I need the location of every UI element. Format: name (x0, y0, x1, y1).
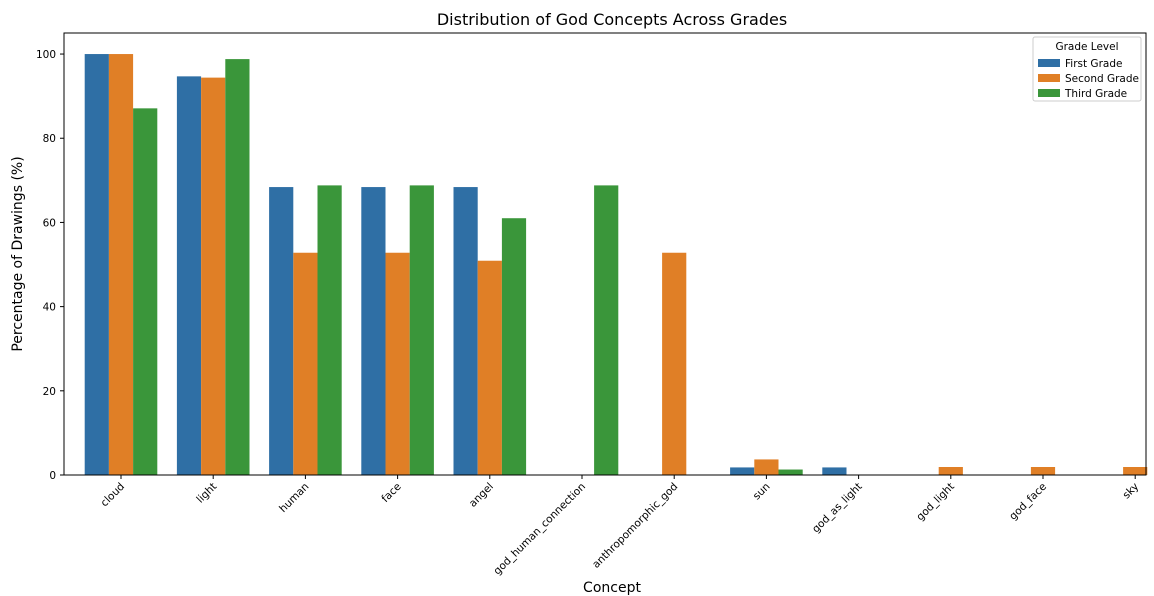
bar-sun-second-grade (754, 459, 779, 475)
x-axis-label: Concept (583, 580, 641, 596)
legend-swatch-second-grade (1038, 74, 1060, 82)
x-axis: cloud light human face angelgod_human_connec… (99, 475, 1142, 578)
x-tick-label: angel (467, 481, 496, 510)
x-tick-label: cloud (99, 481, 128, 510)
x-tick-label: sun (751, 481, 773, 503)
legend-title: Grade Level (1055, 41, 1118, 53)
bar-god_face-second-grade (1030, 467, 1056, 475)
bar-face-first-grade (361, 187, 386, 475)
x-tick-label: face (379, 481, 403, 505)
legend: Grade Level First Grade Second Grade Third … (1032, 36, 1142, 102)
x-tick-label: sky (1121, 481, 1142, 502)
x-tick-label: anthropomorphic_god (590, 481, 680, 571)
y-axis: 0 20 40 60 80 100 (36, 49, 64, 482)
x-tick-label: human (277, 481, 311, 515)
x-tick-label: god_as_light (810, 481, 865, 536)
x-tick-label: light (194, 481, 219, 506)
bar-anthropomorphic_god-second-grade (662, 252, 687, 475)
bar-god_light-second-grade (938, 467, 963, 475)
bar-angel-second-grade (477, 260, 502, 475)
chart-title: Distribution of God Concepts Across Grad… (437, 10, 787, 29)
y-tick-label: 80 (43, 133, 56, 145)
bar-sky-second-grade (1123, 467, 1148, 475)
bar-angel-third-grade (501, 218, 527, 475)
bar-cloud-third-grade (133, 108, 158, 476)
bar-sun-third-grade (778, 469, 803, 475)
bar-face-second-grade (385, 252, 410, 475)
bar-sun-first-grade (730, 467, 755, 475)
plot-area (84, 54, 1148, 476)
bar-god_human_connection-third-grade (594, 185, 619, 475)
bar-face-third-grade (409, 185, 434, 475)
bar-cloud-first-grade (84, 54, 109, 476)
bar-human-first-grade (269, 187, 294, 475)
y-tick-label: 60 (43, 217, 56, 229)
legend-box (1032, 36, 1142, 102)
legend-label: First Grade (1065, 58, 1122, 70)
legend-swatch-third-grade (1038, 89, 1060, 97)
legend-label: Third Grade (1064, 88, 1127, 100)
y-tick-label: 40 (43, 302, 56, 314)
y-tick-label: 0 (49, 470, 56, 482)
plot-frame (63, 32, 1147, 476)
bar-light-second-grade (201, 77, 226, 476)
y-tick-label: 100 (36, 49, 56, 61)
y-tick-label: 20 (43, 386, 56, 398)
bar-god_as_light-first-grade (822, 467, 847, 475)
legend-label: Second Grade (1065, 73, 1139, 85)
bar-light-third-grade (225, 59, 250, 475)
bar-human-second-grade (293, 252, 318, 475)
x-tick-label: god_light (914, 481, 957, 524)
bar-human-third-grade (317, 185, 342, 475)
x-tick-label: god_face (1007, 481, 1049, 523)
bar-cloud-second-grade (108, 54, 134, 476)
x-tick-label: god_human_connection (491, 481, 588, 578)
y-axis-label: Percentage of Drawings (%) (10, 156, 26, 351)
bar-light-first-grade (176, 76, 202, 475)
legend-swatch-first-grade (1038, 59, 1060, 67)
bar-angel-first-grade (453, 187, 478, 475)
